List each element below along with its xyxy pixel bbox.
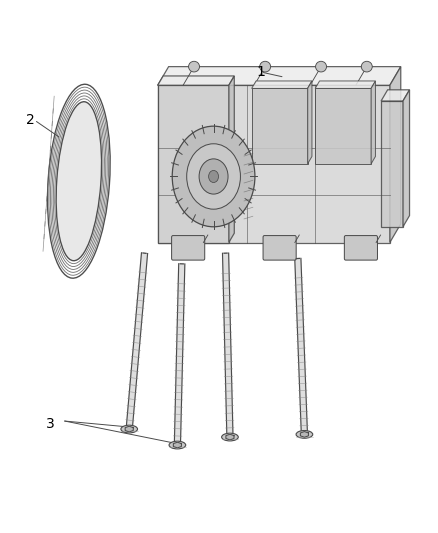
Polygon shape: [381, 90, 410, 101]
Polygon shape: [381, 101, 403, 227]
Ellipse shape: [296, 431, 313, 438]
Polygon shape: [229, 76, 234, 243]
Polygon shape: [158, 85, 229, 243]
Polygon shape: [174, 264, 185, 445]
Polygon shape: [295, 259, 307, 434]
Polygon shape: [403, 90, 410, 227]
Ellipse shape: [121, 425, 138, 433]
Polygon shape: [315, 81, 375, 88]
Polygon shape: [315, 88, 371, 164]
Polygon shape: [173, 442, 181, 448]
FancyBboxPatch shape: [263, 236, 296, 260]
Circle shape: [172, 126, 255, 227]
Polygon shape: [158, 85, 390, 243]
Polygon shape: [300, 432, 308, 437]
Ellipse shape: [260, 61, 271, 72]
FancyBboxPatch shape: [172, 236, 205, 260]
Polygon shape: [223, 253, 233, 437]
Ellipse shape: [188, 61, 199, 72]
Ellipse shape: [315, 61, 326, 72]
Polygon shape: [158, 76, 234, 85]
Polygon shape: [252, 81, 312, 88]
FancyBboxPatch shape: [344, 236, 378, 260]
Polygon shape: [252, 88, 307, 164]
Polygon shape: [125, 426, 133, 432]
Ellipse shape: [222, 433, 238, 441]
Polygon shape: [390, 67, 401, 243]
Text: 2: 2: [26, 113, 35, 127]
Polygon shape: [307, 81, 312, 164]
Circle shape: [187, 144, 240, 209]
Polygon shape: [126, 253, 148, 430]
Polygon shape: [226, 434, 234, 440]
Circle shape: [199, 159, 228, 194]
Circle shape: [208, 171, 219, 182]
Text: 1: 1: [256, 65, 265, 79]
Ellipse shape: [361, 61, 372, 72]
Text: 3: 3: [46, 417, 55, 431]
Polygon shape: [158, 67, 401, 85]
Ellipse shape: [56, 102, 102, 261]
Ellipse shape: [169, 441, 186, 449]
Polygon shape: [371, 81, 375, 164]
